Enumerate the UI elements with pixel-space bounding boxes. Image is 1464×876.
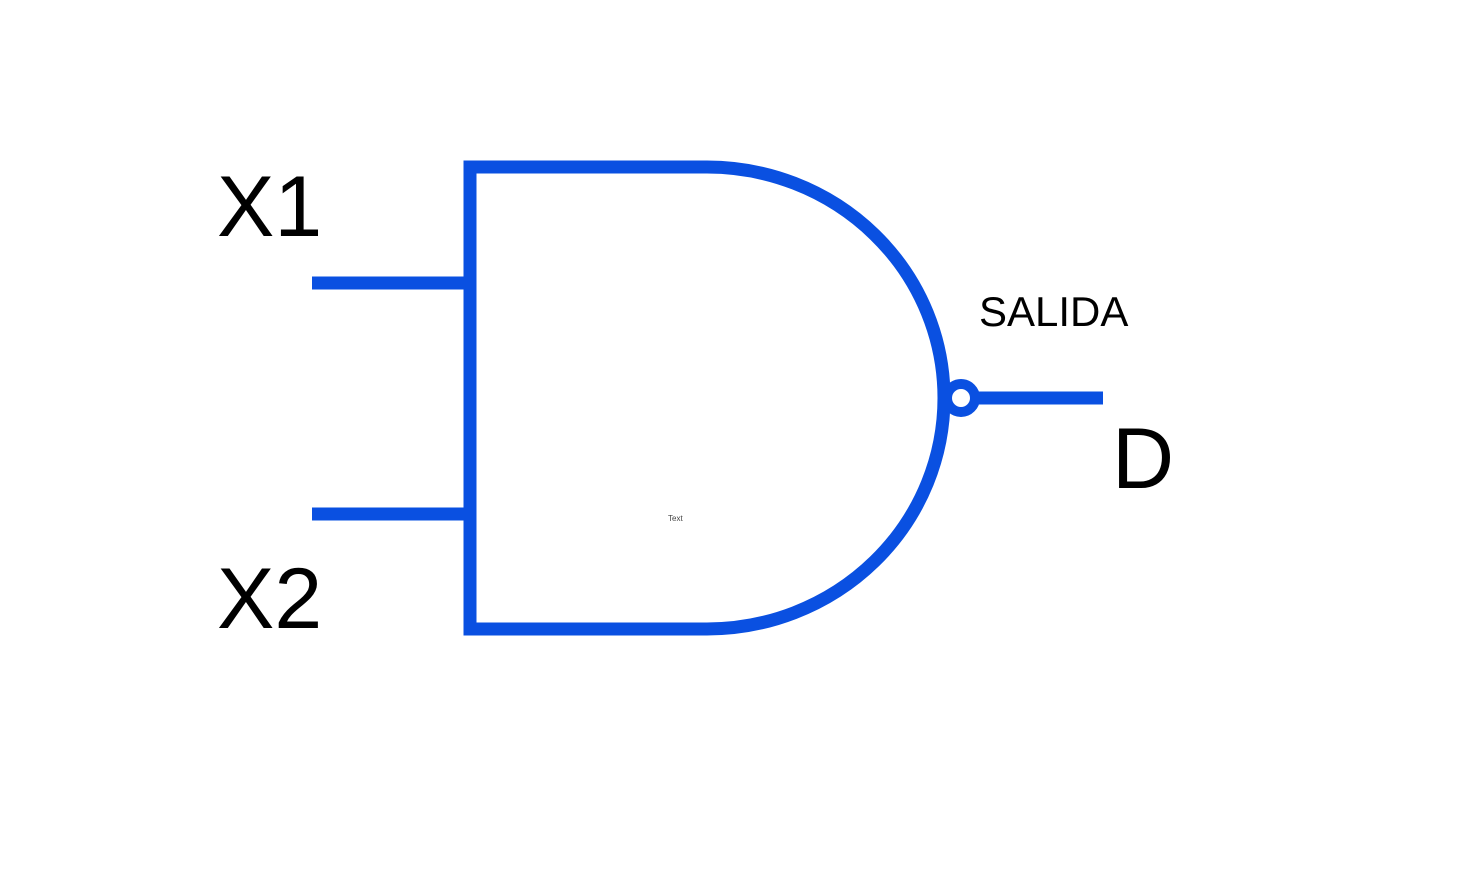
input-label-x1: X1 bbox=[217, 159, 322, 255]
output-label: D bbox=[1112, 411, 1174, 507]
placeholder-text: Text bbox=[668, 514, 683, 523]
input-label-x2: X2 bbox=[217, 551, 322, 647]
nand-gate-body bbox=[463, 160, 951, 636]
output-caption: SALIDA bbox=[979, 288, 1128, 335]
inversion-bubble bbox=[942, 379, 980, 417]
